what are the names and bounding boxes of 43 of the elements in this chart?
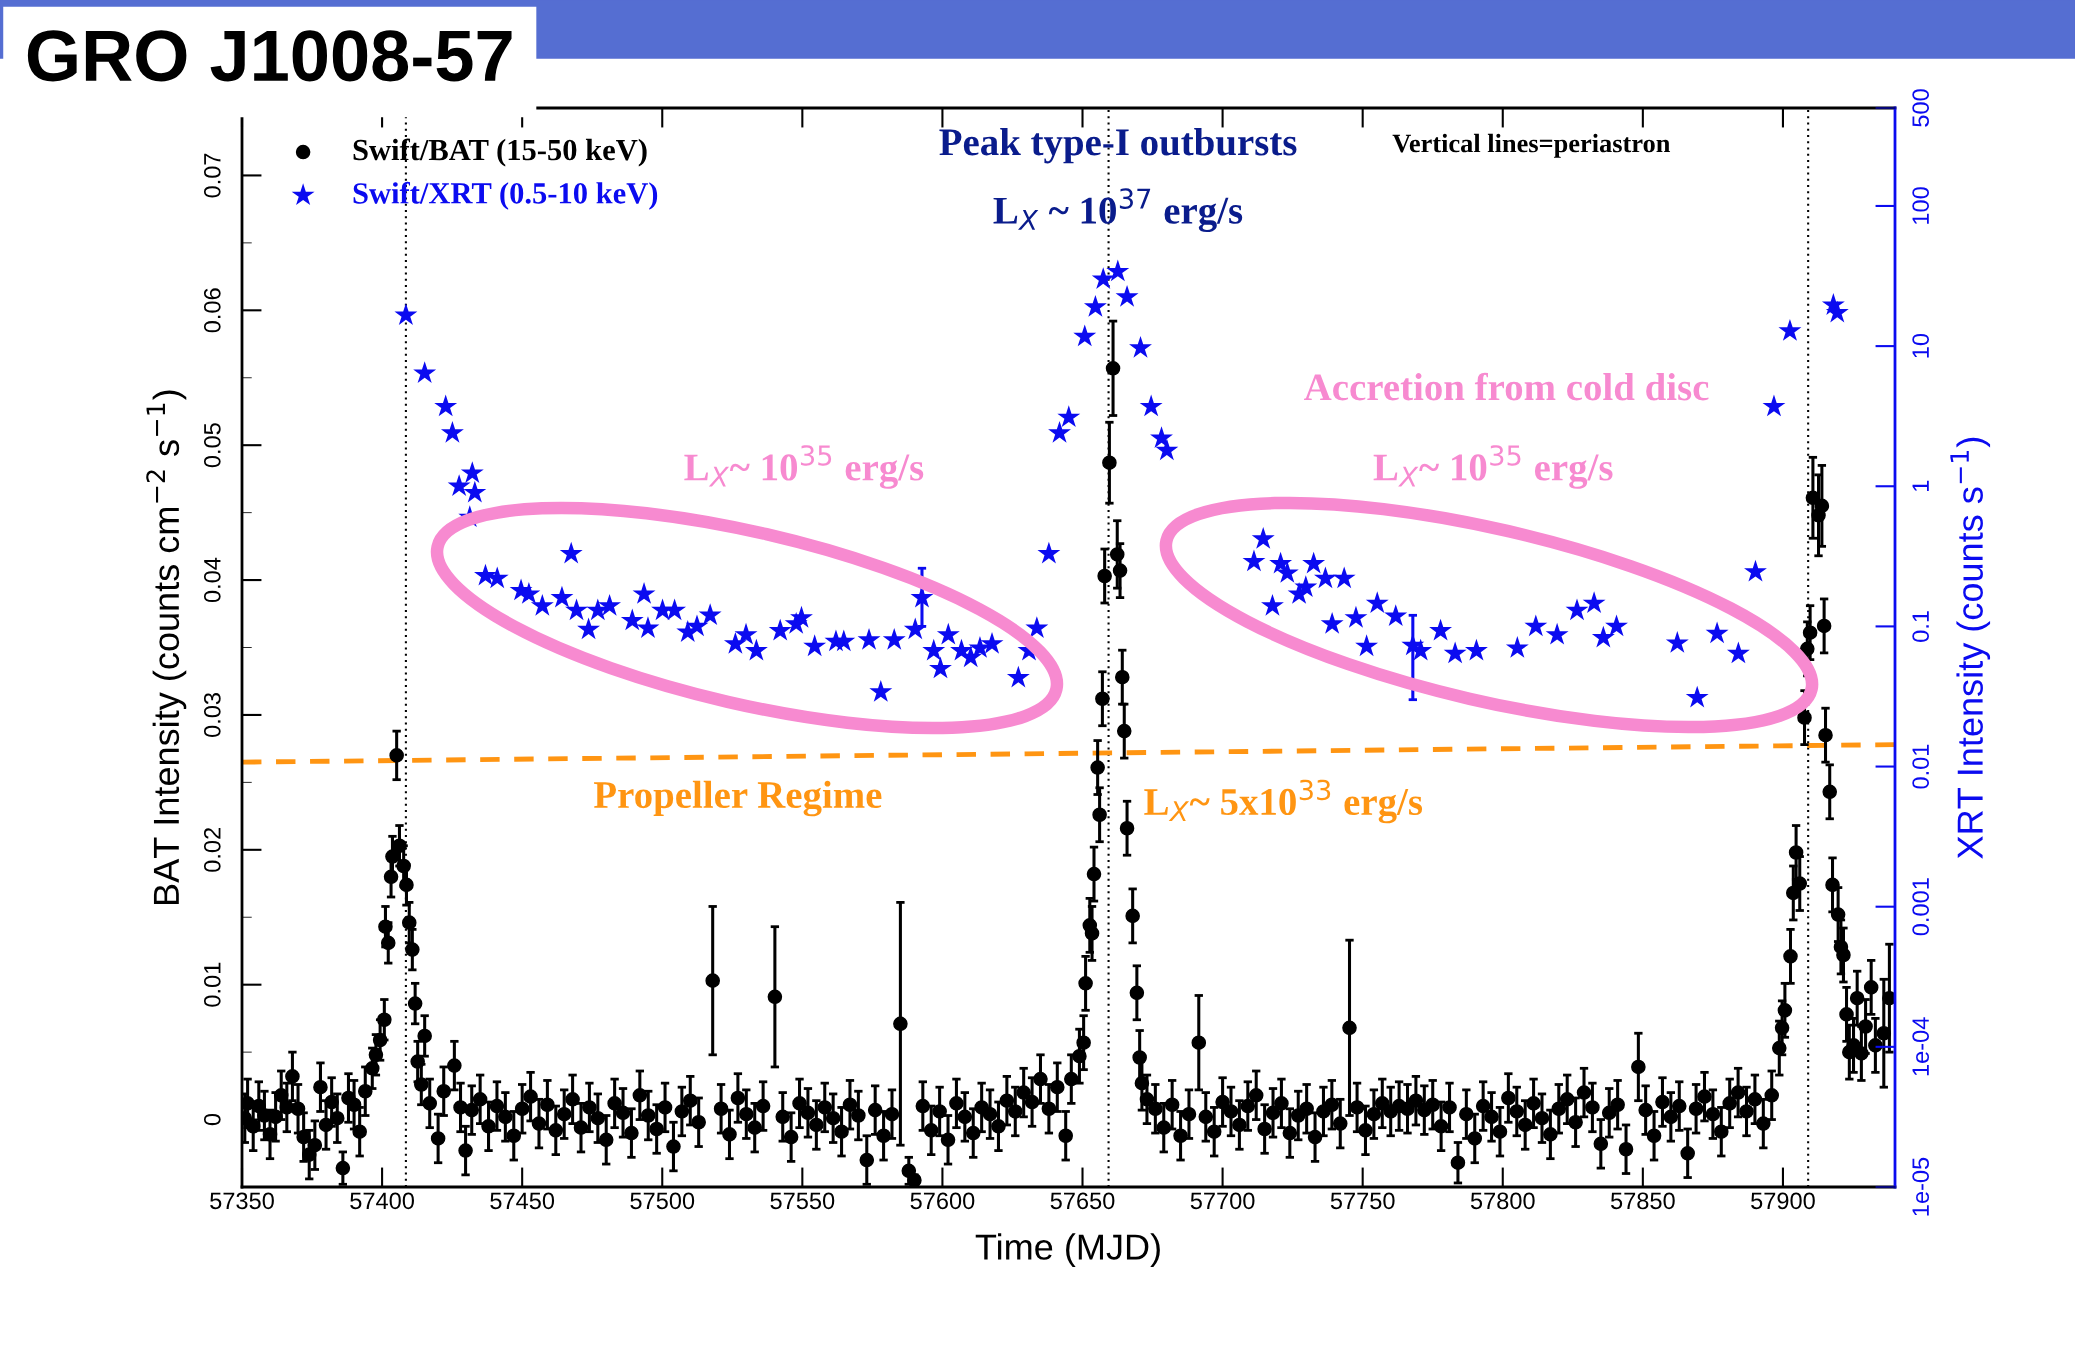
chart-title: GRO J1008-57 bbox=[27, 30, 512, 82]
annotation: Propeller Regime bbox=[594, 780, 882, 817]
y2-tick-label: 0.01 bbox=[1912, 744, 1930, 789]
y2-axis-title: XRT Intensity (counts s$^{−1}$) bbox=[1950, 437, 1991, 859]
y2-tick-label: 10 bbox=[1912, 333, 1930, 358]
annotation: L$_{X}$ ~ 10$^{37}$ erg/s bbox=[993, 188, 1243, 233]
x-tick-label: 57400 bbox=[350, 1192, 414, 1210]
x-tick-label: 57500 bbox=[630, 1192, 695, 1210]
x-tick-label: 57600 bbox=[910, 1192, 975, 1210]
y-tick-label: 0.05 bbox=[203, 423, 221, 468]
y2-tick-label: 500 bbox=[1912, 89, 1930, 127]
x-tick-label: 57650 bbox=[1050, 1192, 1115, 1210]
x-tick-label: 57350 bbox=[210, 1192, 274, 1210]
y-tick-label: 0.06 bbox=[203, 288, 221, 333]
y2-tick-label: 1e-05 bbox=[1912, 1157, 1930, 1216]
x-tick-label: 57700 bbox=[1190, 1192, 1255, 1210]
legend-label: Swift/XRT (0.5-10 keV) bbox=[353, 181, 658, 210]
annotation: L$_{X}$~ 5x10$^{33}$ erg/s bbox=[1144, 779, 1423, 824]
y-tick-label: 0.04 bbox=[203, 557, 221, 603]
annotation: Vertical lines=periastron bbox=[1392, 133, 1671, 158]
y2-tick-label: 1 bbox=[1912, 480, 1929, 492]
y2-tick-label: 0.1 bbox=[1912, 611, 1930, 642]
y-tick-label: 0.03 bbox=[203, 693, 221, 737]
y2-tick-label: 1e-04 bbox=[1912, 1017, 1930, 1076]
y2-tick-label: 100 bbox=[1912, 187, 1930, 224]
y-tick-label: 0 bbox=[203, 1113, 221, 1126]
x-tick-label: 57850 bbox=[1610, 1192, 1675, 1210]
annotation: Peak type-I outbursts bbox=[939, 128, 1297, 164]
legend-label: Swift/BAT (15-50 keV) bbox=[353, 138, 647, 167]
annotation: L$_{X}$~ 10$^{35}$ erg/s bbox=[1373, 445, 1613, 489]
x-tick-label: 57800 bbox=[1470, 1192, 1535, 1210]
x-tick-label: 57450 bbox=[490, 1192, 555, 1210]
annotation: Accretion from cold disc bbox=[1304, 372, 1709, 401]
y-tick-label: 0.07 bbox=[203, 153, 221, 198]
x-tick-label: 57900 bbox=[1751, 1192, 1815, 1210]
y-axis-title: BAT Intensity (counts cm$^{−2}$ s$^{−1}$) bbox=[146, 390, 187, 904]
y-tick-label: 0.02 bbox=[203, 828, 221, 872]
annotation: L$_{X}$~ 10$^{35}$ erg/s bbox=[684, 445, 924, 489]
x-tick-label: 57550 bbox=[770, 1192, 835, 1210]
y2-tick-label: 0.001 bbox=[1912, 878, 1930, 936]
x-tick-label: 57750 bbox=[1330, 1192, 1395, 1210]
y-tick-label: 0.01 bbox=[203, 962, 221, 1007]
x-axis-title: Time (MJD) bbox=[975, 1233, 1160, 1267]
